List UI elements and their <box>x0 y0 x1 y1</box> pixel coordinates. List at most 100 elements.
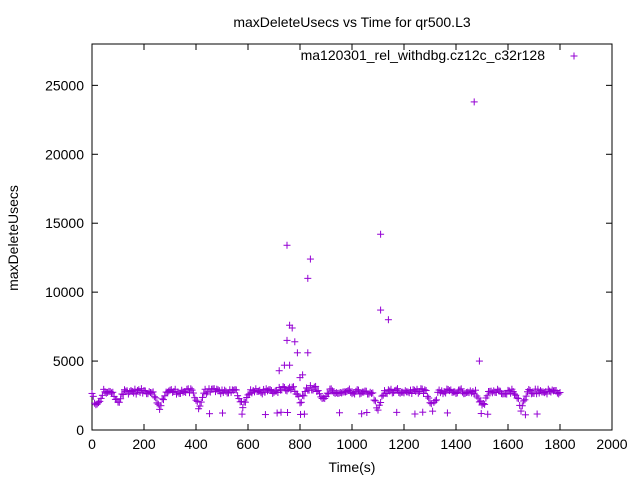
data-point <box>336 409 344 417</box>
outlier-point <box>275 367 283 375</box>
y-tick-label: 15000 <box>45 215 84 231</box>
data-points <box>88 98 564 419</box>
data-point <box>479 399 487 407</box>
data-point <box>481 400 489 408</box>
data-point <box>273 409 281 417</box>
data-point <box>219 409 227 417</box>
y-axis-ticks: 0 5000 10000 15000 20000 25000 <box>45 77 612 438</box>
x-tick-label: 1800 <box>544 436 575 452</box>
x-tick-label: 1200 <box>388 436 419 452</box>
legend-entry-label: ma120301_rel_withdbg.cz12c_c32r128 <box>301 47 546 63</box>
data-point <box>484 410 492 418</box>
data-point <box>472 386 479 394</box>
data-point <box>517 407 525 415</box>
data-point <box>431 397 439 405</box>
data-point <box>425 394 433 402</box>
outlier-point <box>293 349 301 357</box>
data-point <box>148 389 156 397</box>
data-point <box>518 402 526 410</box>
outlier-point <box>296 374 304 382</box>
data-point <box>266 386 274 394</box>
chart-title: maxDeleteUsecs vs Time for qr500.L3 <box>233 14 471 30</box>
y-tick-label: 5000 <box>53 353 84 369</box>
data-point <box>238 410 246 418</box>
data-point <box>411 410 419 418</box>
data-point <box>239 404 247 412</box>
data-point <box>522 392 530 400</box>
x-tick-label: 0 <box>88 436 96 452</box>
data-point <box>483 392 491 400</box>
data-point <box>306 382 314 390</box>
outlier-point <box>470 98 478 106</box>
x-axis-label: Time(s) <box>329 459 376 475</box>
data-point <box>96 397 104 405</box>
x-tick-label: 800 <box>288 436 312 452</box>
data-point <box>312 382 320 390</box>
legend-marker-symbol <box>570 52 578 60</box>
data-point <box>157 402 165 410</box>
data-point <box>149 388 157 396</box>
data-point <box>288 383 296 391</box>
data-point <box>429 407 437 415</box>
data-point <box>374 406 382 414</box>
data-point <box>279 383 287 391</box>
outlier-point <box>283 241 291 249</box>
data-point <box>244 391 252 399</box>
data-point <box>156 405 164 413</box>
data-point <box>290 383 297 391</box>
data-point <box>309 386 317 394</box>
x-tick-label: 1600 <box>492 436 523 452</box>
data-point <box>232 386 240 394</box>
data-point <box>295 392 303 400</box>
data-point <box>300 410 308 418</box>
data-point <box>422 387 430 395</box>
data-point <box>88 389 96 397</box>
data-point <box>241 398 249 406</box>
data-point <box>160 396 167 404</box>
y-tick-label: 20000 <box>45 146 84 162</box>
y-tick-label: 25000 <box>45 77 84 93</box>
data-point <box>419 408 427 416</box>
outlier-point <box>377 230 385 238</box>
data-point <box>193 397 201 405</box>
outlier-point <box>304 349 312 357</box>
data-point <box>284 409 292 417</box>
outlier-point <box>475 357 483 365</box>
data-point <box>199 393 206 401</box>
data-point <box>443 409 451 417</box>
data-point <box>369 389 377 397</box>
data-point <box>108 389 115 397</box>
data-point <box>300 392 308 400</box>
data-point <box>423 392 431 400</box>
data-point <box>89 392 97 400</box>
data-point <box>378 392 386 400</box>
data-point <box>310 383 318 391</box>
y-tick-label: 0 <box>76 422 84 438</box>
outlier-point <box>291 338 299 346</box>
data-point <box>314 387 322 395</box>
data-point <box>150 393 158 401</box>
data-point <box>95 399 102 407</box>
data-point <box>187 385 195 393</box>
data-point <box>299 391 307 399</box>
data-point <box>97 394 105 402</box>
plot-area-frame <box>91 43 613 431</box>
data-point <box>197 398 205 406</box>
data-point <box>521 411 529 419</box>
data-point <box>358 410 366 418</box>
data-point <box>394 385 401 393</box>
outlier-point <box>283 336 291 344</box>
outlier-point <box>306 255 314 263</box>
data-point <box>316 390 323 398</box>
data-point <box>152 394 160 402</box>
data-point <box>277 408 285 416</box>
data-point <box>323 389 331 397</box>
outlier-point <box>304 274 312 282</box>
data-point <box>520 397 528 405</box>
data-point <box>234 392 242 400</box>
legend: ma120301_rel_withdbg.cz12c_c32r128 <box>301 47 578 63</box>
data-point <box>196 402 204 410</box>
data-point <box>345 385 353 393</box>
data-point <box>533 410 541 418</box>
